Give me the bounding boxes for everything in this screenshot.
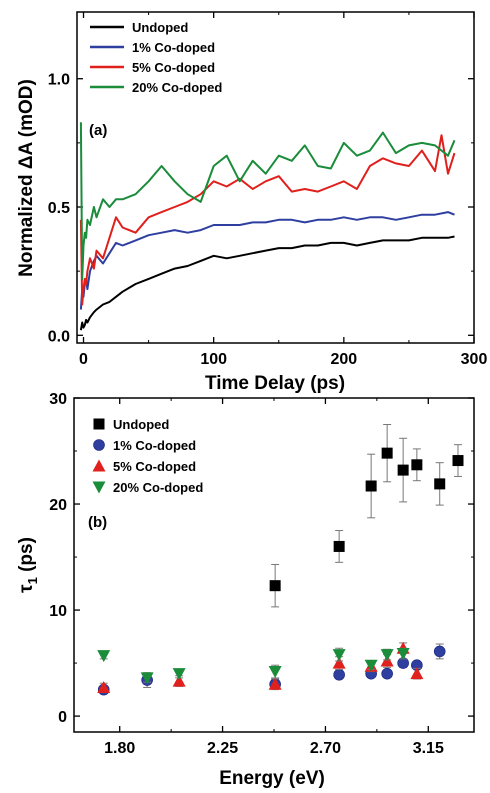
series-line-5-co-doped [79, 134, 456, 306]
x-tick-label: 0 [79, 351, 88, 368]
legend-label-undoped: Undoped [113, 417, 169, 432]
y-tick-label: 30 [49, 391, 67, 408]
panel-a-time-delay-chart: 0 100 200 300 0.0 0.5 1.0 Undoped 1% Co-doped 5% … [16, 11, 488, 394]
y-tick-label: 0 [58, 709, 67, 726]
data-point-undoped [269, 580, 281, 592]
y-tick-label: 20 [49, 497, 67, 514]
data-point-undoped [381, 447, 393, 459]
legend-label-20-co-doped: 20% Co-doped [132, 80, 222, 95]
data-point-5-co-doped [97, 680, 111, 693]
legend-label-1-co-doped: 1% Co-doped [113, 438, 196, 453]
y-tick-label: 1.0 [48, 72, 70, 89]
y-tick-label: 10 [49, 603, 67, 620]
data-point-5-co-doped [268, 677, 282, 690]
legend-marker-1-co-doped [93, 439, 105, 451]
plot-frame-a [76, 11, 475, 344]
data-point-20-co-doped [364, 659, 378, 672]
data-point-1-co-doped [433, 645, 446, 658]
y-axis-label: τ1 (ps) [16, 537, 40, 593]
panel-label-a: (a) [89, 122, 107, 139]
legend-label-1-co-doped: 1% Co-doped [132, 40, 215, 55]
data-point-20-co-doped [97, 650, 111, 663]
data-point-1-co-doped [381, 667, 393, 680]
legend-label-5-co-doped: 5% Co-doped [132, 60, 215, 75]
data-point-20-co-doped [380, 649, 394, 662]
legend-marker-5-co-doped [92, 459, 106, 472]
data-point-undoped [365, 480, 377, 492]
data-point-undoped [333, 540, 345, 552]
data-point-20-co-doped [268, 666, 282, 679]
panel-b-energy-chart: 1.80 2.25 2.70 3.15 0 10 20 30 Undoped 1% Co-dope… [16, 391, 475, 789]
legend-marker-20-co-doped [92, 481, 106, 494]
data-point-20-co-doped [332, 649, 346, 662]
series-undoped [269, 424, 464, 608]
legend-marker-undoped [93, 418, 105, 430]
data-point-undoped [397, 464, 409, 476]
series-20-co-doped [97, 647, 410, 685]
y-tick-label: 0.5 [48, 200, 70, 217]
data-point-undoped [411, 459, 423, 471]
legend-label-20-co-doped: 20% Co-doped [113, 480, 203, 495]
series-line-1-co-doped [79, 211, 455, 310]
data-point-20-co-doped [172, 668, 186, 681]
panel-label-b: (b) [88, 514, 107, 531]
data-point-5-co-doped [410, 667, 424, 680]
y-tick-label: 0.0 [48, 328, 70, 345]
x-tick-label: 3.15 [413, 740, 444, 757]
x-tick-label: 1.80 [104, 740, 135, 757]
series-line-undoped [79, 235, 455, 331]
data-point-undoped [434, 478, 446, 490]
data-point-1-co-doped [333, 668, 345, 681]
x-axis-label: Energy (eV) [219, 768, 325, 789]
x-tick-label: 200 [330, 351, 357, 368]
x-axis-label: Time Delay (ps) [205, 373, 345, 394]
data-point-20-co-doped [140, 672, 154, 685]
x-tick-label: 100 [200, 351, 227, 368]
data-point-5-co-doped [332, 656, 346, 669]
legend-label-undoped: Undoped [132, 20, 188, 35]
legend-label-5-co-doped: 5% Co-doped [113, 459, 196, 474]
y-axis-label: Normalized ΔA (mOD) [16, 79, 37, 277]
series-line-20-co-doped [79, 122, 456, 280]
x-tick-label: 300 [461, 351, 488, 368]
data-point-undoped [452, 455, 464, 467]
x-tick-label: 2.25 [207, 740, 238, 757]
x-tick-label: 2.70 [310, 740, 341, 757]
data-point-5-co-doped [172, 674, 186, 687]
data-point-20-co-doped [396, 648, 410, 661]
